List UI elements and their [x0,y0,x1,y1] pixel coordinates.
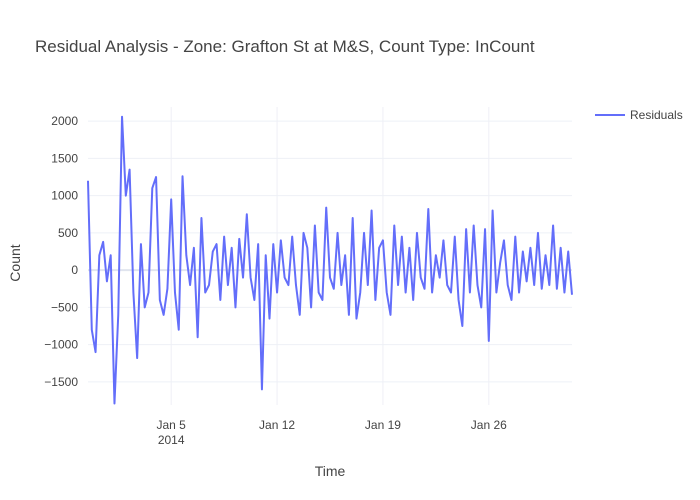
line-series [87,115,573,405]
y-tick-label: 1000 [51,189,78,203]
y-tick-label: 500 [58,226,78,240]
x-tick-label: Jan 26 [471,418,507,432]
chart-title: Residual Analysis - Zone: Grafton St at … [35,37,535,56]
x-axis-label: Time [315,463,346,479]
y-tick-label: −1500 [44,375,78,389]
legend-label: Residuals [630,108,683,122]
x-tick-label: Jan 12 [259,418,295,432]
x-tick-label: Jan 19 [365,418,401,432]
y-tick-label: −1000 [44,338,78,352]
y-tick-label: 0 [71,263,78,277]
y-tick-label: 2000 [51,114,78,128]
y-tick-label: −500 [51,300,78,314]
x-tick-label: Jan 5 2014 [157,418,187,447]
y-tick-label: 1500 [51,151,78,165]
y-axis-label: Count [7,244,23,281]
